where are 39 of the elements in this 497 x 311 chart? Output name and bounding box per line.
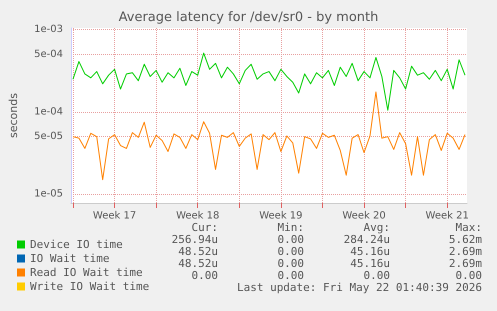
text: 0.00: [364, 269, 390, 282]
chart-title: Average latency for /dev/sr0 - by month: [118, 10, 378, 25]
text: Max:: [456, 221, 482, 234]
x-tick-label: Week 19: [259, 210, 303, 222]
y-tick-label: 5e-05: [34, 131, 63, 142]
text: 0.00: [278, 233, 304, 246]
text: 45.16u: [350, 257, 390, 270]
legend-label: IO Wait time: [30, 252, 110, 265]
legend-label: Device IO time: [30, 238, 123, 251]
line-series: [72, 91, 466, 180]
text: Avg:: [364, 221, 390, 234]
text: 2.69m: [448, 257, 482, 270]
text: Last update: Fri May 22 01:40:39 2026: [236, 281, 482, 294]
y-tick-label: 1e-05: [34, 188, 63, 200]
legend-label: Read IO Wait time: [30, 266, 143, 279]
x-tick-label: Week 20: [342, 210, 386, 222]
text: 0.00: [192, 269, 218, 282]
text: 48.52u: [178, 245, 218, 258]
text: 2.69m: [448, 245, 482, 258]
text: Min:: [278, 221, 304, 234]
x-tick-label: Week 17: [92, 210, 136, 222]
y-tick-label: 1e-03: [34, 24, 63, 36]
text: Cur:: [192, 221, 218, 234]
text: 0.00: [456, 269, 482, 282]
legend-label: Write IO Wait time: [30, 280, 150, 293]
text: 0.00: [278, 245, 304, 258]
x-tick-label: Week 21: [426, 210, 469, 222]
text: 284.24u: [344, 233, 390, 246]
y-tick-label: 5e-04: [34, 48, 63, 60]
x-tick-label: Week 18: [176, 210, 220, 222]
y-tick-label: 1e-04: [34, 106, 63, 118]
line-series: [72, 52, 466, 111]
text: 48.52u: [178, 257, 218, 270]
text: 5.62m: [448, 233, 482, 246]
text: 0.00: [278, 257, 304, 270]
text: 0.00: [278, 269, 304, 282]
text: 45.16u: [350, 245, 390, 258]
y-axis-title: seconds: [7, 92, 20, 138]
text: 256.94u: [172, 233, 218, 246]
